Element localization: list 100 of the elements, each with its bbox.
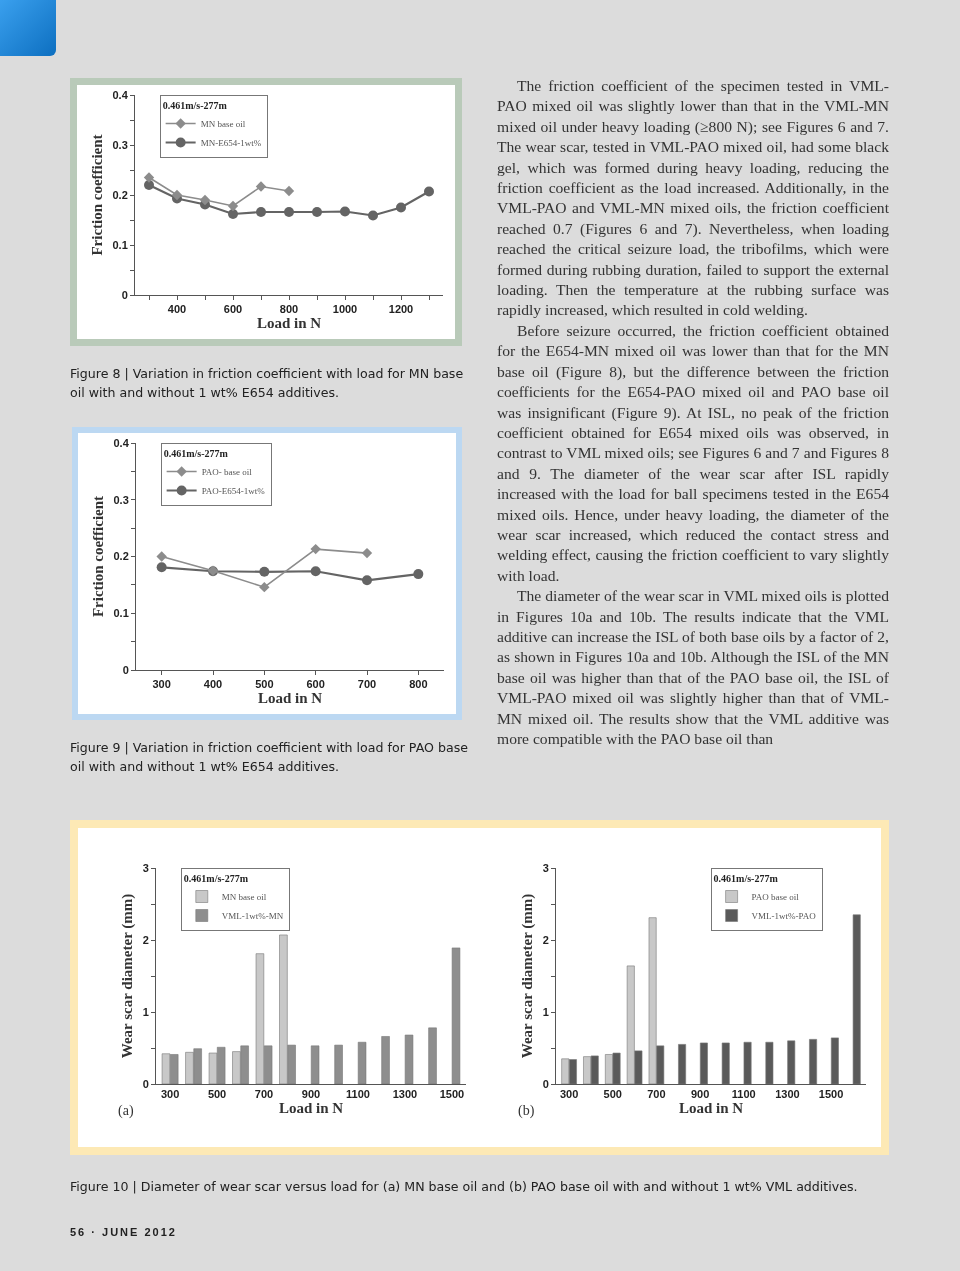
x-tick-label: 800 xyxy=(279,303,299,316)
legend-title: 0.461m/s-277m xyxy=(162,100,228,111)
y-tick-label: 1 xyxy=(142,1005,149,1018)
x-axis-title: Load in N xyxy=(278,1100,344,1117)
point xyxy=(143,172,155,183)
point xyxy=(227,200,239,212)
x-tick-label: 1100 xyxy=(346,1088,370,1101)
text: (a) xyxy=(118,1103,134,1119)
point xyxy=(312,207,322,217)
x-tick-label: 700 xyxy=(357,678,377,691)
point xyxy=(361,547,373,559)
y-tick-label: 0.1 xyxy=(113,607,129,620)
legend-label: VML-1wt%-MN xyxy=(221,911,284,922)
legend-label: PAO base oil xyxy=(751,892,800,903)
x-tick-label: 500 xyxy=(255,678,274,691)
y-tick-label: 1 xyxy=(542,1005,549,1018)
bar xyxy=(381,1036,390,1084)
point xyxy=(310,543,321,555)
point xyxy=(413,569,424,580)
y-tick-label: 0.2 xyxy=(113,550,129,563)
x-tick-label: 1500 xyxy=(818,1088,844,1101)
text: Figure 9 | Variation in friction coefficient with load for PAO base oil with and without 1 wt% E654 additives. xyxy=(70,739,469,776)
x-tick-label: 1200 xyxy=(388,303,414,316)
y-axis-title: Wear scar diameter (mm) xyxy=(118,893,136,1059)
x-tick-label: 300 xyxy=(559,1088,579,1101)
x-tick-label: 1500 xyxy=(439,1088,465,1101)
point xyxy=(255,181,267,192)
y-tick-label: 0 xyxy=(121,288,128,301)
legend-label: MN-E654-1wt% xyxy=(200,138,262,149)
text: Figure 8 | Variation in friction coefficient with load for MN base oil with and without 1 wt% E654 additives. xyxy=(70,365,465,402)
text: The diameter of the wear scar in VML mixed oils is plotted in Figures 10a and 10b. The results indicate that the VML additive can increase the ISL of both base oils by a factor of 2, as shown in Figures 10a and 10b. Although the ISL of the MN base oil was higher than that of the PAO base oil, the ISL of VML-PAO mixed oil was slightly higher than that of VML-MN mixed oil. The results show that the VML additive was more compatible with the PAO base oil than xyxy=(497,586,889,749)
x-tick-label: 500 xyxy=(603,1088,622,1101)
text: (b) xyxy=(518,1103,535,1119)
y-tick-label: 0 xyxy=(542,1077,549,1090)
x-tick-label: 300 xyxy=(152,678,171,691)
bar xyxy=(404,1034,414,1084)
x-tick-label: 700 xyxy=(254,1088,274,1101)
text: Before seizure occurred, the friction coefficient obtained for the E654-MN mixed oil was lower than that for the MN base oil (Figure 8), but the difference between the friction coefficients for the E654-PAO mixed oil and PAO base oil was insignificant (Figure 9). At ISL, no peak of the friction coefficient obtained for E654 mixed oils was observed, in contrast to VML mixed oils; see Figures 6 and 7 and Figures 8 and 9. The diameter of the wear scar after ISL rapidly increased with the load for ball specimens tested in the E654 mixed oils. Hence, under heavy loading, the diameter of the wear scar increased, which reduced the contact stress and welding effect, causing the friction coefficient to vary slightly with load. xyxy=(497,321,889,584)
x-tick-label: 400 xyxy=(167,303,187,316)
legend-label: PAO-E654-1wt% xyxy=(201,486,266,497)
y-tick-label: 0.3 xyxy=(112,138,128,151)
text: Figure 10 | Diameter of wear scar versus load for (a) MN base oil and (b) PAO base oil with and without 1 wt% VML additives. xyxy=(70,1178,859,1196)
x-tick-label: 900 xyxy=(690,1088,710,1101)
x-tick-label: 600 xyxy=(223,303,243,316)
point xyxy=(171,189,183,201)
legend-title: 0.461m/s-277m xyxy=(713,873,779,884)
bar xyxy=(310,1045,320,1084)
point xyxy=(340,206,350,217)
x-tick-label: 500 xyxy=(207,1088,227,1101)
x-tick-label: 900 xyxy=(301,1088,321,1101)
y-tick-label: 2 xyxy=(142,933,149,946)
point xyxy=(156,562,167,573)
y-axis-title: Friction coefficient xyxy=(88,134,105,256)
y-tick-label: 3 xyxy=(542,861,549,874)
legend-label: VML-1wt%-PAO xyxy=(751,911,817,922)
bar xyxy=(357,1041,367,1084)
legend-title: 0.461m/s-277m xyxy=(163,448,229,459)
bar xyxy=(451,947,461,1084)
x-tick-label: 400 xyxy=(203,678,223,691)
point xyxy=(368,210,378,221)
point xyxy=(259,581,270,593)
point xyxy=(156,551,167,562)
y-tick-label: 2 xyxy=(542,933,549,946)
point xyxy=(256,207,266,217)
point xyxy=(396,202,406,213)
x-tick-label: 1300 xyxy=(392,1088,418,1101)
legend-title: 0.461m/s-277m xyxy=(183,873,249,884)
point xyxy=(259,566,270,577)
x-axis-title: Load in N xyxy=(678,1100,744,1117)
y-tick-label: 0.4 xyxy=(113,436,130,449)
text: 56 · JUNE 2012 xyxy=(70,1226,177,1238)
y-tick-label: 0.3 xyxy=(113,493,129,506)
point xyxy=(310,566,321,577)
y-axis-title: Friction coefficient xyxy=(89,495,106,618)
y-axis-title: Wear scar diameter (mm) xyxy=(518,893,536,1059)
x-tick-label: 600 xyxy=(306,678,325,691)
y-tick-label: 3 xyxy=(142,861,149,874)
x-tick-label: 1100 xyxy=(731,1088,756,1101)
legend-label: MN base oil xyxy=(221,892,267,903)
point xyxy=(283,185,295,197)
point xyxy=(144,180,154,190)
bar xyxy=(428,1027,437,1084)
x-tick-label: 1000 xyxy=(332,303,358,316)
y-tick-label: 0.1 xyxy=(112,238,128,251)
x-tick-label: 300 xyxy=(160,1088,180,1101)
x-tick-label: 1300 xyxy=(775,1088,800,1101)
y-tick-label: 0.4 xyxy=(112,88,129,101)
legend-label: PAO- base oil xyxy=(201,467,253,478)
point xyxy=(362,575,372,586)
bar xyxy=(334,1044,343,1084)
y-tick-label: 0.2 xyxy=(112,188,128,201)
x-tick-label: 800 xyxy=(409,678,428,691)
point xyxy=(199,194,211,206)
x-axis-title: Load in N xyxy=(257,690,323,707)
legend-label: MN base oil xyxy=(200,119,246,130)
point xyxy=(284,207,294,217)
y-tick-label: 0 xyxy=(142,1077,149,1090)
x-tick-label: 700 xyxy=(647,1088,666,1101)
point xyxy=(228,209,238,219)
text: The friction coefficient of the specimen tested in VML-PAO mixed oil was slightly lower than that in the VML-MN mixed oil under heavy loading (≥800 N); see Figures 6 and 7. The wear scar, tested in VML-PAO mixed oil, had some black gel, which was formed during heavy loading, reducing the friction coefficient as the load increased. Additionally, in the VML-PAO and VML-MN mixed oils, the friction coefficient reached 0.7 (Figures 6 and 7). Nevertheless, when loading reached the critical seizure load, the tribofilms, which were formed during rubbing duration, failed to support the external loading. Then the temperature at the rubbing surface was rapidly increased, which resulted in cold welding. xyxy=(497,77,889,319)
